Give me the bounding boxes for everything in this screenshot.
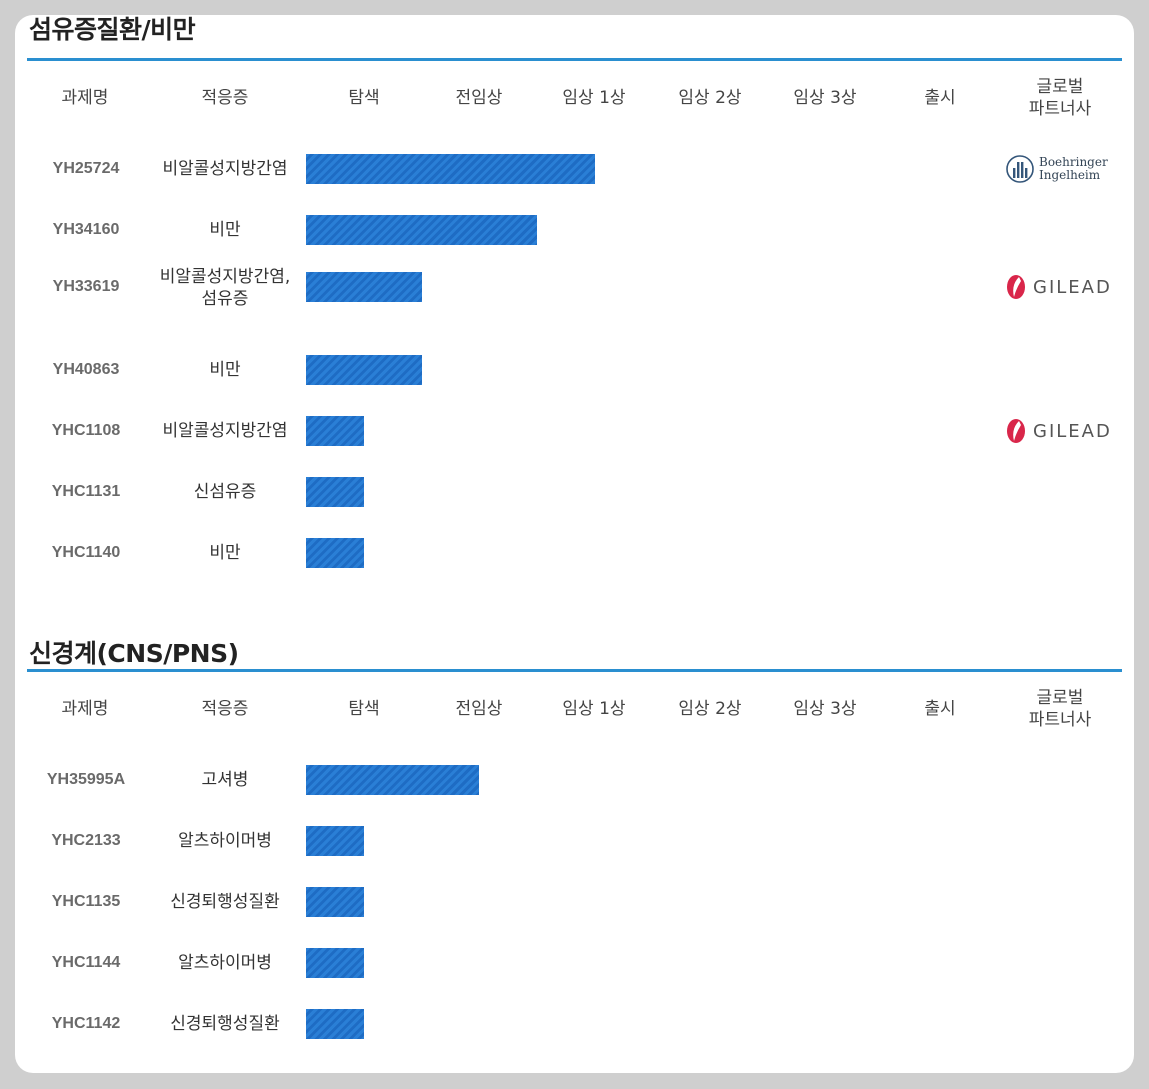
table-row: YHC1108 비알콜성지방간염 GILEAD	[27, 416, 1122, 446]
column-header: 탐색	[348, 88, 380, 108]
progress-bar	[306, 765, 479, 795]
project-code: YH40863	[52, 361, 120, 378]
table-row: YH25724 비알콜성지방간염 Boehringer Ingelheim	[27, 154, 1122, 184]
table-row: YHC1144 알츠하이머병	[27, 948, 1122, 978]
progress-bar	[306, 948, 364, 978]
table-row: YHC2133 알츠하이머병	[27, 826, 1122, 856]
partner-name: GILEAD	[1033, 276, 1112, 298]
column-header: 과제명	[61, 88, 109, 108]
progress-bar	[306, 272, 422, 302]
indication: 비알콜성지방간염	[162, 159, 288, 179]
table-row: YH40863 비만	[27, 355, 1122, 385]
project-code: YHC1108	[51, 422, 121, 439]
project-code: YH35995A	[46, 771, 126, 788]
table-row: YHC1135 신경퇴행성질환	[27, 887, 1122, 917]
project-code: YHC1144	[51, 954, 121, 971]
indication: 신섬유증	[193, 482, 257, 502]
column-header: 전임상	[455, 699, 503, 719]
indication: 신경퇴행성질환	[170, 892, 280, 912]
column-header: 과제명	[61, 699, 109, 719]
progress-bar	[306, 355, 422, 385]
section-divider	[27, 58, 1122, 61]
column-header: 임상 1상	[562, 699, 626, 719]
project-code: YHC1140	[51, 544, 121, 561]
indication: 알츠하이머병	[178, 953, 272, 973]
section-title: 섬유증질환/비만	[29, 15, 196, 44]
project-code: YH25724	[52, 160, 120, 177]
column-header: 임상 3상	[793, 88, 857, 108]
indication: 비알콜성지방간염, 섬유증	[159, 267, 291, 309]
indication: 비만	[209, 220, 241, 240]
table-row: YHC1142 신경퇴행성질환	[27, 1009, 1122, 1039]
indication: 비만	[209, 360, 241, 380]
table-row: YH35995A 고셔병	[27, 765, 1122, 795]
progress-bar	[306, 215, 537, 245]
section-divider	[27, 669, 1122, 672]
partner-name: Boehringer Ingelheim	[1039, 155, 1108, 182]
progress-bar	[306, 887, 364, 917]
column-header: 적응증	[201, 699, 249, 719]
indication: 비알콜성지방간염	[162, 421, 288, 441]
gilead-logo-icon	[1007, 419, 1025, 443]
progress-bar	[306, 1009, 364, 1039]
column-header: 임상 2상	[678, 88, 742, 108]
partner-logo: GILEAD	[1005, 272, 1115, 302]
indication: 알츠하이머병	[178, 831, 272, 851]
indication: 신경퇴행성질환	[170, 1014, 280, 1034]
project-code: YHC1142	[51, 1015, 121, 1032]
pipeline-card: 섬유증질환/비만 과제명 적응증 탐색 전임상 임상 1상 임상 2상 임상 3상 출시 글로벌 …	[15, 15, 1134, 1073]
project-code: YH33619	[52, 278, 120, 295]
indication: 비만	[209, 543, 241, 563]
column-header: 전임상	[455, 88, 503, 108]
progress-bar	[306, 826, 364, 856]
table-row: YH34160 비만	[27, 215, 1122, 245]
section-title: 신경계(CNS/PNS)	[29, 639, 239, 668]
column-header: 글로벌 파트너사	[1028, 688, 1092, 730]
project-code: YHC1131	[51, 483, 121, 500]
partner-logo: Boehringer Ingelheim	[1005, 154, 1115, 184]
progress-bar	[306, 538, 364, 568]
boehringer-logo-icon	[1006, 155, 1034, 183]
project-code: YHC1135	[51, 893, 121, 910]
progress-bar	[306, 477, 364, 507]
column-header: 탐색	[348, 699, 380, 719]
column-header: 임상 1상	[562, 88, 626, 108]
progress-bar	[306, 416, 364, 446]
table-row: YHC1131 신섬유증	[27, 477, 1122, 507]
partner-logo: GILEAD	[1005, 416, 1115, 446]
table-row: YHC1140 비만	[27, 538, 1122, 568]
column-header: 적응증	[201, 88, 249, 108]
project-code: YHC2133	[51, 832, 121, 849]
column-header: 출시	[924, 88, 956, 108]
indication: 고셔병	[201, 770, 249, 790]
column-header: 임상 2상	[678, 699, 742, 719]
progress-bar	[306, 154, 595, 184]
table-row: YH33619 비알콜성지방간염, 섬유증 GILEAD	[27, 267, 1122, 309]
project-code: YH34160	[52, 221, 120, 238]
column-header: 글로벌 파트너사	[1028, 77, 1092, 119]
partner-name: GILEAD	[1033, 420, 1112, 442]
gilead-logo-icon	[1007, 275, 1025, 299]
column-header: 출시	[924, 699, 956, 719]
column-header: 임상 3상	[793, 699, 857, 719]
